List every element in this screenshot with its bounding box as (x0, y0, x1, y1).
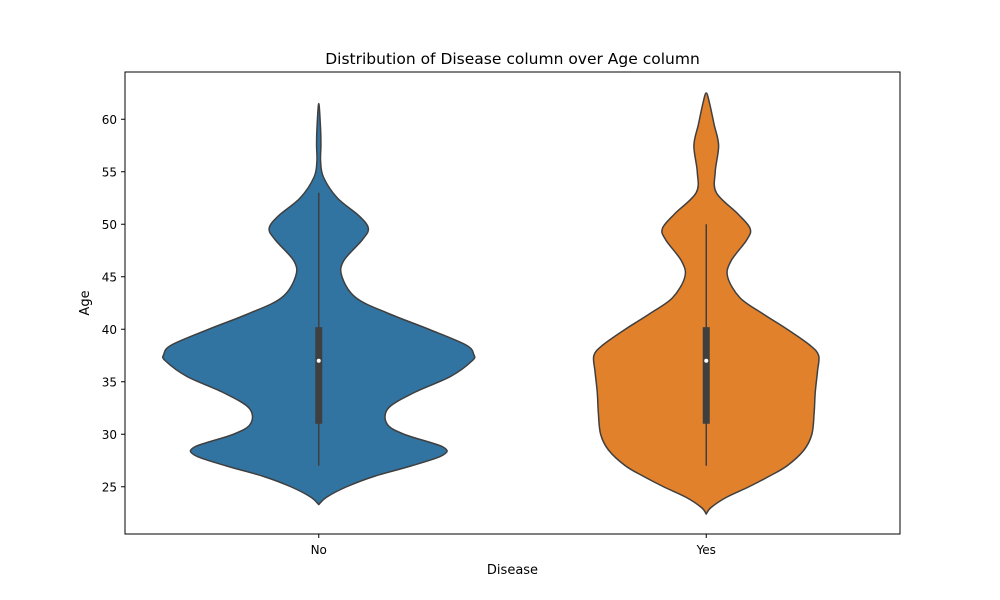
x-tick-label: Yes (696, 543, 716, 557)
violins-layer (161, 92, 820, 515)
y-axis: 25 30 35 40 45 50 55 60 (102, 113, 125, 494)
y-tick-label: 25 (102, 480, 117, 494)
x-axis-label: Disease (487, 563, 538, 578)
y-tick-label: 40 (102, 323, 117, 337)
violin-median-yes (704, 358, 709, 363)
x-axis: No Yes (311, 534, 716, 557)
violin-iqr-box-no (315, 327, 323, 424)
y-tick-label: 30 (102, 428, 117, 442)
y-tick-label: 60 (102, 113, 117, 127)
y-axis-label: Age (78, 290, 93, 315)
violin-median-no (316, 358, 321, 363)
x-tick-label: No (311, 543, 327, 557)
plot-frame (124, 71, 901, 535)
y-tick-label: 35 (102, 375, 117, 389)
y-tick-label: 55 (102, 165, 117, 179)
violin-iqr-box-yes (702, 327, 710, 424)
chart-title: Distribution of Disease column over Age … (325, 50, 700, 68)
y-tick-label: 50 (102, 218, 117, 232)
y-tick-label: 45 (102, 270, 117, 284)
